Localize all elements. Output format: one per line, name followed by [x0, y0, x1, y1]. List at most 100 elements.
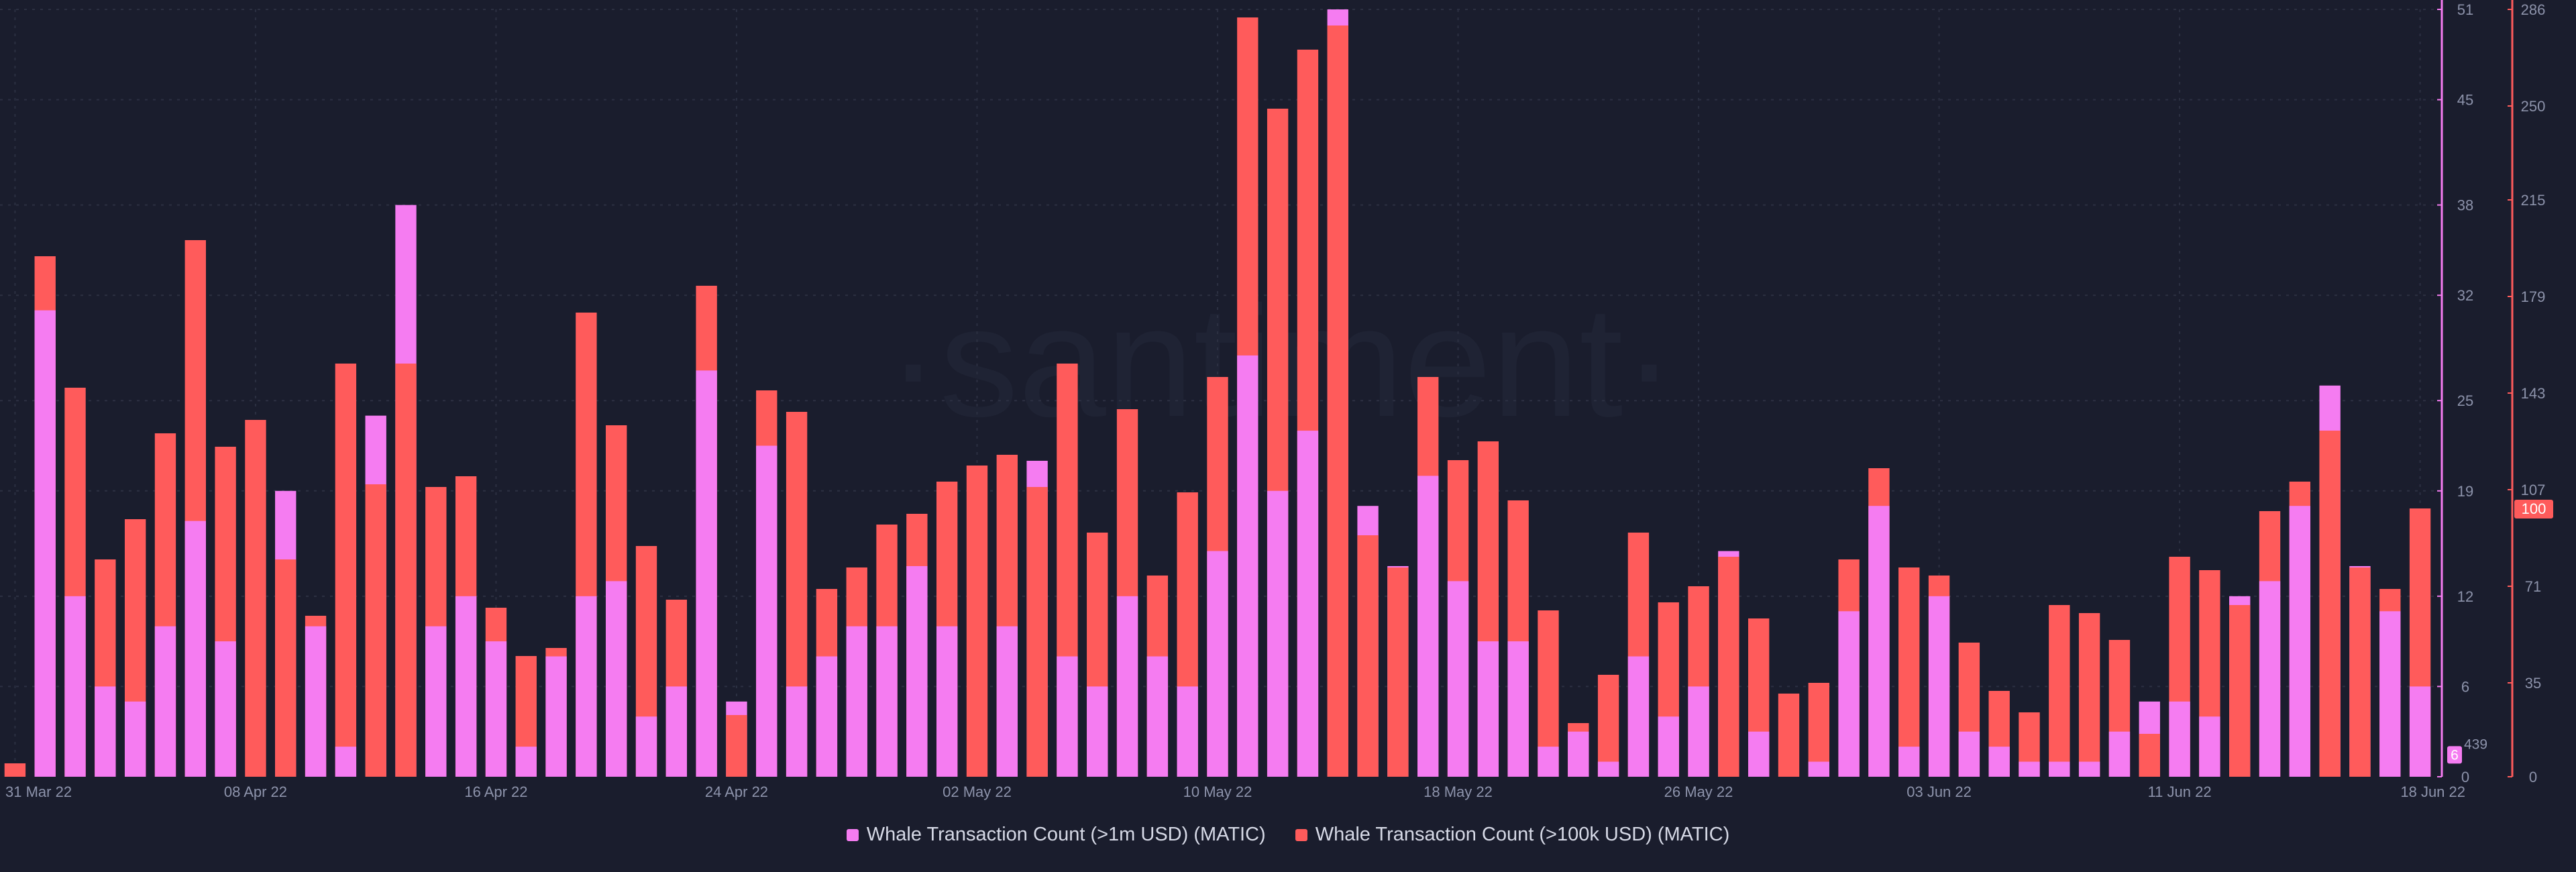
x-axis-tick-label: 24 Apr 22: [705, 783, 768, 800]
bar-1m: [2379, 611, 2401, 777]
legend-item-1m[interactable]: Whale Transaction Count (>1m USD) (MATIC…: [846, 824, 1266, 846]
left-axis-value-badge: [2447, 746, 2462, 764]
left-axis-tick-label: 19: [2457, 483, 2473, 500]
bar-1m: [1898, 747, 1920, 777]
bar-1m: [665, 686, 688, 777]
bar-1m: [1538, 747, 1559, 777]
right-axis-tick-label: 35: [2525, 675, 2541, 692]
bar-1m: [876, 626, 898, 777]
bar-100k: [2139, 734, 2160, 777]
bar-1m: [1057, 656, 1078, 777]
bar-1m: [1688, 686, 1709, 777]
bar-1m: [64, 596, 86, 777]
bar-1m: [1087, 686, 1108, 777]
bar-1m: [1808, 761, 1829, 777]
left-axis-tick-label: 12: [2457, 588, 2473, 605]
bar-1m: [576, 596, 597, 777]
bar-100k: [1026, 487, 1048, 777]
right-axis-value-badge-text: 100: [2522, 500, 2546, 517]
bar-1m: [1507, 641, 1529, 777]
bar-100k: [275, 559, 297, 777]
bar-1m: [1447, 581, 1469, 777]
left-axis-tick-label: 6: [2461, 678, 2469, 695]
right-axis-tick-label: 0: [2529, 769, 2537, 785]
x-axis-tick-label: 03 Jun 22: [1907, 783, 1972, 800]
right-axis-tick-label: 215: [2521, 192, 2546, 209]
legend-item-100k[interactable]: Whale Transaction Count (>100k USD) (MAT…: [1295, 824, 1730, 846]
bar-1m: [1417, 476, 1439, 777]
bar-1m: [1297, 431, 1319, 777]
bar-1m: [2259, 581, 2281, 777]
bar-1m: [1568, 731, 1589, 777]
bar-1m: [1207, 551, 1228, 777]
bar-1m: [1177, 686, 1198, 777]
x-axis-tick-label: 18 Jun 22: [2400, 783, 2465, 800]
bar-1m: [1116, 596, 1138, 777]
bar-100k: [726, 715, 747, 777]
bar-1m: [455, 596, 477, 777]
bar-1m: [1748, 731, 1770, 777]
bar-1m: [2019, 761, 2040, 777]
bar-1m: [515, 747, 537, 777]
bar-1m: [936, 626, 958, 777]
bar-100k: [4, 763, 26, 777]
bar-100k: [2319, 431, 2341, 777]
bar-100k: [2049, 605, 2070, 777]
bar-1m: [305, 626, 327, 777]
right-axis-tick-label: 286: [2521, 1, 2546, 18]
x-axis-tick-label: 31 Mar 22: [5, 783, 72, 800]
bar-100k: [395, 364, 417, 777]
bar-100k: [1808, 683, 1829, 777]
bar-100k: [1327, 25, 1348, 777]
left-axis-tick-label: 38: [2457, 197, 2473, 214]
bar-1m: [184, 521, 206, 777]
bar-1m: [756, 445, 777, 777]
bar-1m: [996, 626, 1018, 777]
bar-100k: [1357, 535, 1379, 777]
bar-1m: [696, 370, 717, 777]
bar-1m: [2169, 701, 2190, 777]
bar-100k: [966, 466, 988, 777]
bar-100k: [1778, 694, 1800, 777]
bar-1m: [2199, 716, 2220, 777]
bar-1m: [95, 686, 116, 777]
bar-1m: [1146, 656, 1169, 777]
bar-1m: [906, 565, 928, 777]
right-axis-tick-label: 71: [2525, 578, 2541, 595]
x-axis-tick-label: 11 Jun 22: [2148, 783, 2212, 800]
bar-1m: [2409, 686, 2431, 777]
bar-1m: [2049, 761, 2070, 777]
bar-1m: [635, 716, 657, 777]
x-axis-tick-label: 18 May 22: [1424, 783, 1493, 800]
bar-100k: [2078, 613, 2100, 777]
bar-1m: [846, 626, 867, 777]
bar-100k: [1597, 675, 1619, 777]
bar-1m: [1958, 731, 1980, 777]
bar-1m: [1658, 716, 1679, 777]
bar-100k: [2229, 605, 2251, 777]
bar-1m: [606, 581, 627, 777]
bar-1m: [485, 641, 507, 777]
legend-label-100k: Whale Transaction Count (>100k USD) (MAT…: [1315, 824, 1730, 845]
bar-100k: [365, 484, 386, 777]
bar-100k: [1387, 567, 1409, 777]
right-axis-tick-label: 179: [2521, 288, 2546, 305]
left-axis-value-badge-text: 6: [2451, 747, 2459, 763]
left-axis-tick-label: 32: [2457, 287, 2473, 304]
legend-swatch-1m: [846, 828, 859, 841]
x-axis-tick-label: 10 May 22: [1183, 783, 1252, 800]
bar-1m: [786, 686, 808, 777]
x-axis-tick-label: 02 May 22: [943, 783, 1012, 800]
bar-100k: [335, 364, 357, 777]
bar-100k: [1718, 557, 1739, 777]
right-axis-tick-label: 250: [2521, 98, 2546, 115]
bar-1m: [816, 656, 838, 777]
bar-1m: [1928, 596, 1950, 777]
bar-1m: [545, 656, 567, 777]
bar-100k: [1898, 567, 1920, 777]
x-axis-tick-label: 26 May 22: [1664, 783, 1733, 800]
bar-1m: [34, 310, 56, 777]
bar-1m: [335, 747, 357, 777]
bar-1m: [1838, 611, 1860, 777]
